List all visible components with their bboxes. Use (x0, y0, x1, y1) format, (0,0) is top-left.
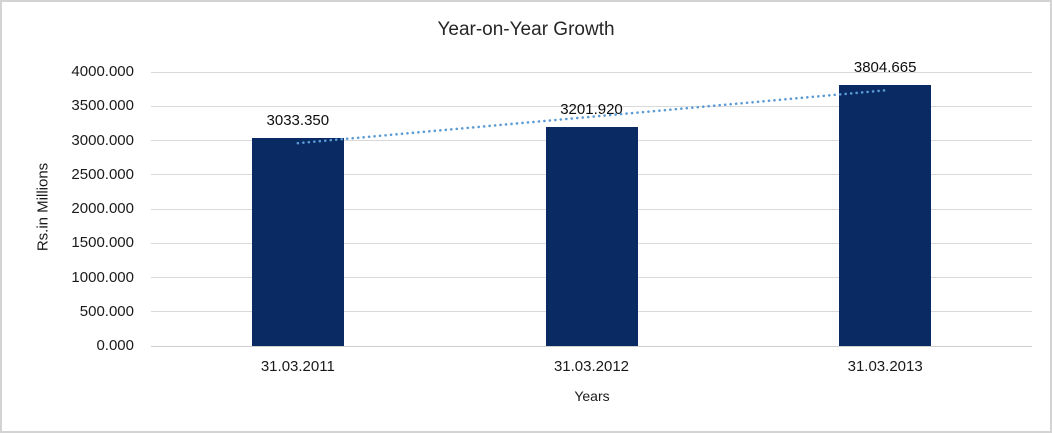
y-tick-label: 3000.000 (71, 131, 134, 149)
y-tick-label: 2000.000 (71, 200, 134, 217)
bar (839, 85, 932, 346)
chart-title: Year-on-Year Growth (437, 19, 615, 40)
y-tick-label: 2500.000 (71, 165, 134, 183)
y-tick-label: 4000.000 (71, 63, 134, 80)
y-tick-label: 1000.000 (71, 268, 134, 286)
x-category-label: 31.03.2011 (260, 358, 335, 375)
y-tick-label: 3500.000 (71, 97, 134, 115)
y-tick-label: 0.000 (96, 337, 134, 354)
x-category-label: 31.03.2013 (847, 358, 923, 375)
bar-value-label: 3033.350 (266, 112, 330, 130)
bar-value-label: 3201.920 (560, 100, 623, 118)
y-tick-label: 1500.000 (71, 234, 134, 252)
x-axis-title: Years (574, 388, 610, 404)
bar-value-label: 3804.665 (853, 59, 917, 77)
y-gridline (151, 71, 1032, 73)
y-gridline (151, 345, 1032, 347)
bar (545, 126, 638, 346)
x-category-label: 31.03.2012 (553, 358, 630, 375)
y-tick-label: 500.000 (79, 302, 134, 320)
bar (251, 138, 344, 346)
